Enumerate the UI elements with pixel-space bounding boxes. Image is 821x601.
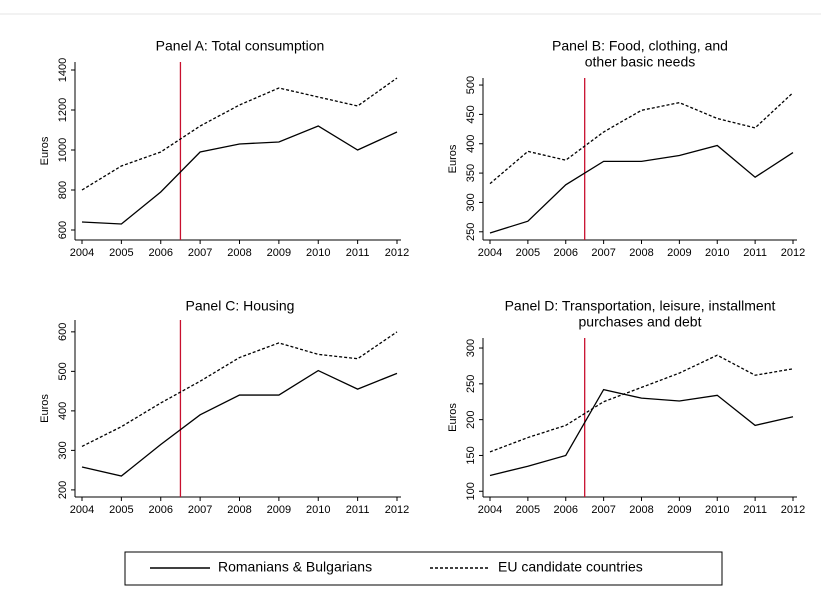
legend-label: EU candidate countries <box>498 559 643 575</box>
x-tick-label: 2012 <box>781 247 805 259</box>
x-tick-label: 2008 <box>629 504 653 516</box>
x-tick-label: 2012 <box>385 504 409 516</box>
x-tick-label: 2005 <box>516 247 540 259</box>
x-tick-label: 2009 <box>667 504 691 516</box>
x-tick-label: 2008 <box>629 247 653 259</box>
x-tick-label: 2004 <box>478 247 502 259</box>
x-tick-label: 2006 <box>149 504 173 516</box>
x-tick-label: 2008 <box>227 247 251 259</box>
x-tick-label: 2010 <box>306 504 330 516</box>
series-line <box>489 92 794 185</box>
x-tick-label: 2011 <box>743 504 767 516</box>
y-tick-label: 450 <box>465 105 477 123</box>
y-tick-label: 600 <box>57 221 69 239</box>
x-tick-label: 2011 <box>346 247 370 259</box>
y-tick-label: 400 <box>465 135 477 153</box>
y-axis-label: Euros <box>39 394 51 423</box>
legend-box <box>124 551 723 586</box>
y-axis-label: Euros <box>39 136 51 165</box>
y-tick-label: 200 <box>465 410 477 428</box>
y-tick-label: 1200 <box>57 98 69 122</box>
y-tick-label: 600 <box>57 323 69 341</box>
panel-title: purchases and debt <box>579 314 702 330</box>
panel-title: Panel D: Transportation, leisure, instal… <box>505 298 776 314</box>
panel-title: Panel C: Housing <box>186 298 295 314</box>
x-tick-label: 2009 <box>267 504 291 516</box>
x-tick-label: 2004 <box>478 504 502 516</box>
x-tick-label: 2010 <box>705 504 729 516</box>
y-tick-label: 250 <box>465 375 477 393</box>
y-axis-label: Euros <box>447 403 459 432</box>
y-tick-label: 250 <box>465 223 477 241</box>
panel-title: other basic needs <box>585 54 696 70</box>
x-tick-label: 2005 <box>109 504 133 516</box>
x-tick-label: 2005 <box>109 247 133 259</box>
y-tick-label: 100 <box>465 482 477 500</box>
y-tick-label: 300 <box>465 193 477 211</box>
series-line <box>489 388 794 477</box>
panel-title: Panel B: Food, clothing, and <box>552 38 728 54</box>
series-line <box>489 144 794 234</box>
y-tick-label: 800 <box>57 181 69 199</box>
series-line <box>81 77 398 191</box>
x-tick-label: 2007 <box>591 504 615 516</box>
y-tick-label: 150 <box>465 446 477 464</box>
y-tick-label: 200 <box>57 481 69 499</box>
x-tick-label: 2004 <box>70 504 94 516</box>
y-tick-label: 1400 <box>57 58 69 82</box>
y-tick-label: 400 <box>57 402 69 420</box>
x-tick-label: 2011 <box>743 247 767 259</box>
x-tick-label: 2007 <box>188 504 212 516</box>
x-tick-label: 2007 <box>188 247 212 259</box>
x-tick-label: 2009 <box>667 247 691 259</box>
y-tick-label: 1000 <box>57 138 69 162</box>
x-tick-label: 2007 <box>591 247 615 259</box>
y-tick-label: 350 <box>465 164 477 182</box>
x-tick-label: 2010 <box>705 247 729 259</box>
x-tick-label: 2010 <box>306 247 330 259</box>
series-line <box>81 331 398 448</box>
x-tick-label: 2006 <box>554 247 578 259</box>
y-tick-label: 300 <box>57 441 69 459</box>
x-tick-label: 2005 <box>516 504 540 516</box>
panel-title: Panel A: Total consumption <box>156 38 325 54</box>
series-line <box>81 125 398 225</box>
y-axis-label: Euros <box>447 144 459 173</box>
x-tick-label: 2008 <box>227 504 251 516</box>
series-line <box>81 369 398 477</box>
x-tick-label: 2004 <box>70 247 94 259</box>
series-line <box>489 354 794 453</box>
legend-label: Romanians & Bulgarians <box>218 559 372 575</box>
y-tick-label: 500 <box>57 362 69 380</box>
y-tick-label: 500 <box>465 76 477 94</box>
y-tick-label: 300 <box>465 339 477 357</box>
x-tick-label: 2006 <box>149 247 173 259</box>
x-tick-label: 2009 <box>267 247 291 259</box>
x-tick-label: 2006 <box>554 504 578 516</box>
x-tick-label: 2012 <box>385 247 409 259</box>
x-tick-label: 2011 <box>346 504 370 516</box>
x-tick-label: 2012 <box>781 504 805 516</box>
